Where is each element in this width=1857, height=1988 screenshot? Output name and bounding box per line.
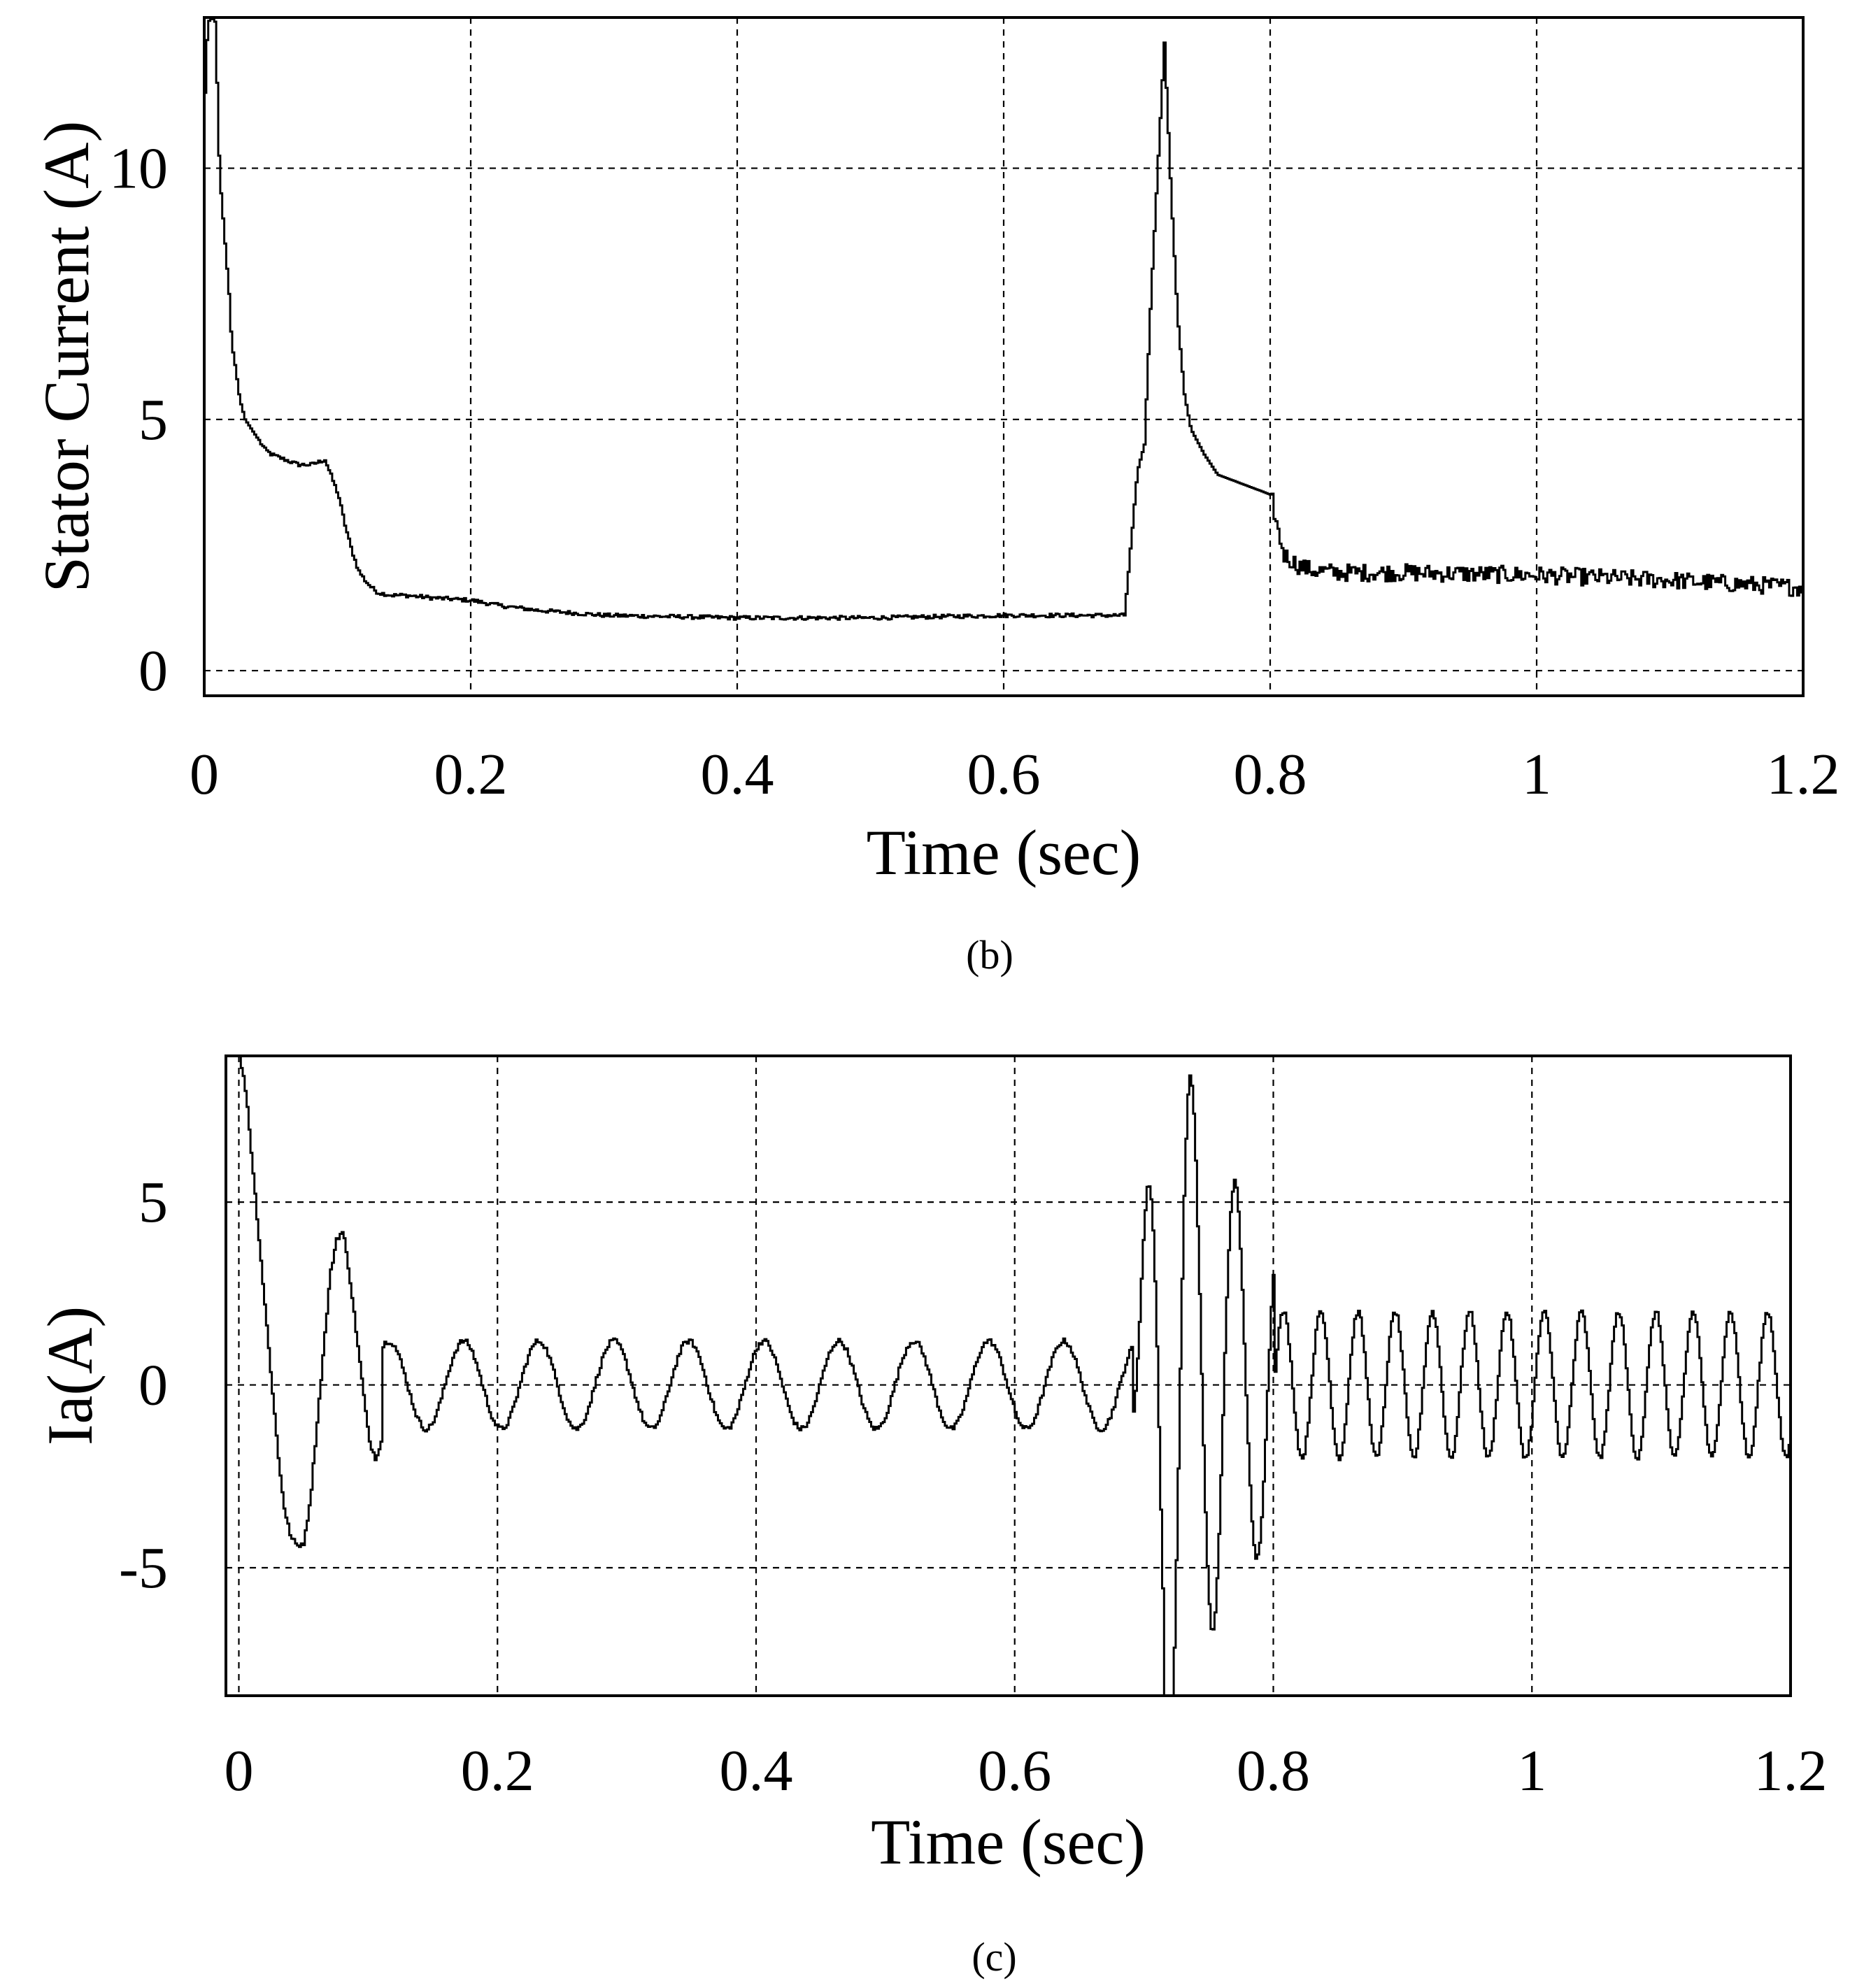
gridlines [204,17,1803,696]
y-tick-label: 0 [138,1353,168,1418]
x-axis-label: Time (sec) [871,1806,1146,1878]
x-axis-label: Time (sec) [867,817,1141,888]
stator-current-series-line [204,17,1805,621]
x-tick-label: 0.8 [1234,742,1307,807]
x-tick-label: 0.2 [434,742,508,807]
x-tick-label: 0.6 [967,742,1041,807]
y-tick-label: 5 [138,387,168,452]
phase-a-current-series-line [239,1054,1792,1697]
y-axis-label: Ia(A) [34,1306,106,1445]
x-tick-labels: 0 0.2 0.4 0.6 0.8 1 1.2 [224,1738,1827,1803]
x-tick-label: 1 [1517,1738,1546,1803]
x-tick-label: 0.8 [1237,1738,1310,1803]
gridlines [226,1056,1791,1696]
figure-caption: (c) [972,1934,1016,1980]
x-tick-label: 0.4 [701,742,774,807]
x-tick-label: 0 [190,742,219,807]
x-tick-label: 1.2 [1767,742,1840,807]
y-tick-label: 10 [109,136,168,201]
figure-caption: (b) [966,932,1013,978]
x-tick-label: 1.2 [1754,1738,1828,1803]
y-tick-label: 5 [138,1170,168,1235]
y-tick-labels: 0 5 10 [109,136,168,704]
x-tick-label: 0.2 [461,1738,534,1803]
x-tick-labels: 0 0.2 0.4 0.6 0.8 1 1.2 [190,742,1840,807]
plot-frame [225,1054,1792,1697]
stator-current-chart: 0 0.2 0.4 0.6 0.8 1 1.2 0 5 10 Time (sec) Stator… [31,16,1840,978]
y-axis-label: Stator Current (A) [31,121,102,593]
x-tick-label: 0 [224,1738,253,1803]
y-tick-labels: -5 0 5 [119,1170,168,1601]
plot-frame [203,16,1805,697]
y-tick-label: -5 [119,1536,168,1601]
x-tick-label: 0.6 [978,1738,1051,1803]
x-tick-label: 0.4 [719,1738,792,1803]
x-tick-label: 1 [1522,742,1551,807]
phase-a-current-chart: 0 0.2 0.4 0.6 0.8 1 1.2 -505 Time (sec) Ia(A) … [34,1054,1828,1980]
y-tick-label: 0 [138,638,168,703]
